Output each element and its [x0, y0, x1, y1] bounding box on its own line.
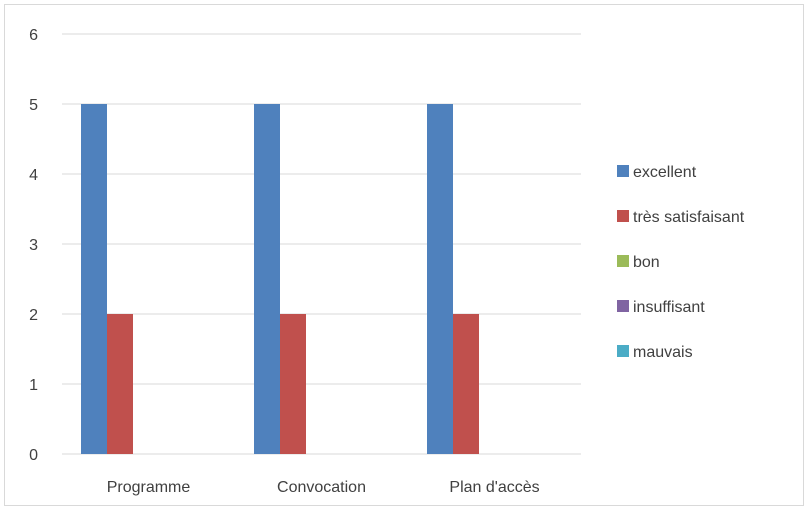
- x-axis-ticks: Programme Convocation Plan d'accès: [107, 479, 540, 496]
- bar-1-0: [254, 104, 280, 454]
- bars: [81, 104, 479, 454]
- legend-label: insuffisant: [633, 299, 705, 316]
- bar-1-1: [280, 314, 306, 454]
- bar-0-1: [107, 314, 133, 454]
- x-tick-label: Programme: [107, 479, 191, 496]
- y-tick-label: 5: [29, 97, 38, 114]
- gridlines: [62, 33, 581, 455]
- legend-swatch: [617, 300, 629, 312]
- y-tick-label: 2: [29, 307, 38, 324]
- legend-label: bon: [633, 254, 660, 271]
- x-tick-label: Plan d'accès: [449, 479, 539, 496]
- bar-0-0: [81, 104, 107, 454]
- y-tick-label: 3: [29, 237, 38, 254]
- bar-chart: 0 1 2 3 4 5 6 Programme Convocation Plan d'accès…: [29, 27, 745, 496]
- legend-swatch: [617, 210, 629, 222]
- y-tick-label: 1: [29, 377, 38, 394]
- bar-2-1: [453, 314, 479, 454]
- chart-frame: 0 1 2 3 4 5 6 Programme Convocation Plan d'accès…: [4, 4, 804, 506]
- y-tick-label: 4: [29, 167, 38, 184]
- x-tick-label: Convocation: [277, 479, 366, 496]
- legend-swatch: [617, 345, 629, 357]
- bar-2-0: [427, 104, 453, 454]
- legend-label: très satisfaisant: [633, 209, 745, 226]
- legend-swatch: [617, 255, 629, 267]
- legend: excellent très satisfaisant bon insuffisant…: [617, 164, 745, 361]
- legend-swatch: [617, 165, 629, 177]
- y-tick-label: 0: [29, 447, 38, 464]
- legend-label: excellent: [633, 164, 697, 181]
- legend-label: mauvais: [633, 344, 693, 361]
- y-axis-ticks: 0 1 2 3 4 5 6: [29, 27, 38, 464]
- y-tick-label: 6: [29, 27, 38, 44]
